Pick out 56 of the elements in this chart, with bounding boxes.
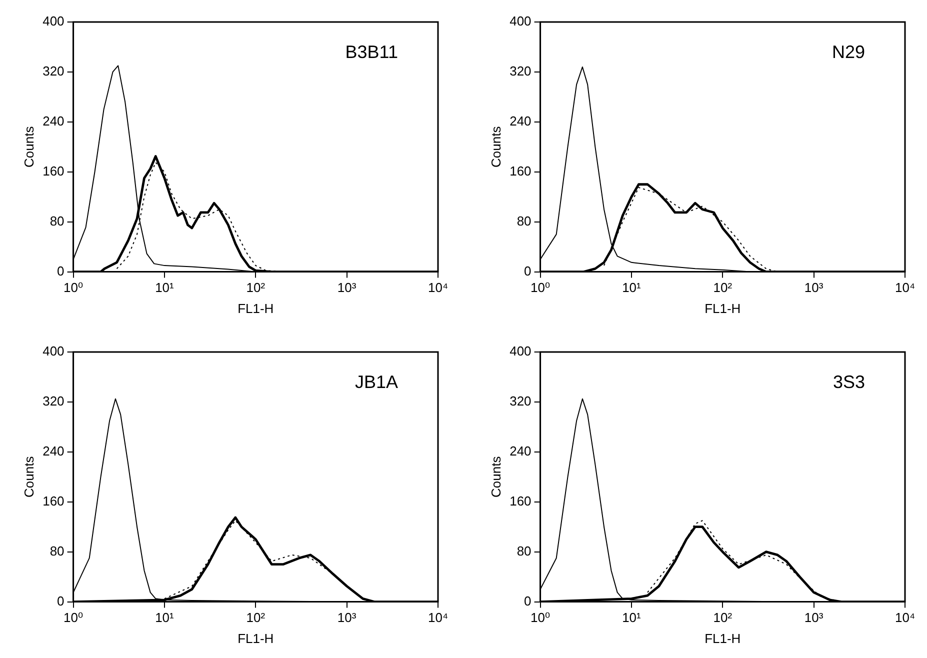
x-tick-label: 10² [713, 280, 733, 296]
x-tick-label: 10³ [337, 280, 357, 296]
x-axis-title: FL1-H [704, 630, 741, 646]
y-tick-label: 320 [510, 394, 532, 409]
y-tick-label: 320 [42, 64, 64, 79]
x-tick-label: 10¹ [155, 610, 175, 626]
x-tick-label: 10⁴ [894, 610, 916, 626]
x-tick-label: 10³ [337, 610, 357, 626]
y-tick-label: 160 [42, 163, 64, 178]
x-tick-label: 10² [246, 610, 266, 626]
x-tick-label: 10² [713, 610, 733, 626]
x-tick-label: 10⁴ [428, 280, 448, 296]
y-tick-label: 80 [50, 213, 64, 228]
x-tick-label: 10¹ [622, 610, 642, 626]
y-tick-label: 240 [510, 114, 532, 128]
y-tick-label: 0 [524, 263, 532, 278]
y-tick-label: 0 [524, 593, 532, 608]
y-axis-title: Counts [21, 456, 36, 498]
y-tick-label: 160 [510, 493, 532, 508]
y-tick-label: 160 [510, 163, 532, 178]
annotation: N29 [832, 42, 865, 62]
annotation: 3S3 [832, 372, 865, 392]
annotation: JB1A [354, 372, 398, 392]
x-tick-label: 10⁴ [428, 610, 448, 626]
x-tick-label: 10⁰ [530, 280, 550, 296]
y-tick-label: 240 [42, 114, 64, 128]
x-tick-label: 10¹ [622, 280, 642, 296]
y-tick-label: 400 [510, 344, 532, 359]
y-tick-label: 240 [42, 444, 64, 458]
y-tick-label: 80 [516, 213, 532, 228]
y-tick-label: 400 [510, 14, 532, 29]
y-tick-label: 80 [516, 543, 532, 558]
y-tick-label: 0 [57, 263, 64, 278]
annotation: B3B11 [345, 42, 398, 62]
y-axis-title: Counts [488, 126, 504, 168]
x-axis-title: FL1-H [704, 300, 741, 316]
y-tick-label: 400 [42, 14, 64, 29]
y-axis-title: Counts [21, 126, 36, 168]
x-tick-label: 10¹ [155, 280, 175, 296]
x-axis-title: FL1-H [238, 300, 274, 316]
x-tick-label: 10³ [804, 280, 824, 296]
y-tick-label: 320 [42, 394, 64, 409]
y-tick-label: 320 [510, 64, 532, 79]
y-tick-label: 400 [42, 344, 64, 359]
y-tick-label: 80 [50, 543, 64, 558]
x-tick-label: 10² [246, 280, 266, 296]
x-tick-label: 10⁰ [530, 610, 550, 626]
y-tick-label: 0 [57, 593, 64, 608]
x-axis-title: FL1-H [238, 630, 274, 646]
x-tick-label: 10⁴ [894, 280, 916, 296]
y-axis-title: Counts [488, 456, 504, 498]
x-tick-label: 10³ [804, 610, 824, 626]
x-tick-label: 10⁰ [63, 280, 84, 296]
y-tick-label: 160 [42, 493, 64, 508]
x-tick-label: 10⁰ [63, 610, 84, 626]
y-tick-label: 240 [510, 444, 532, 458]
